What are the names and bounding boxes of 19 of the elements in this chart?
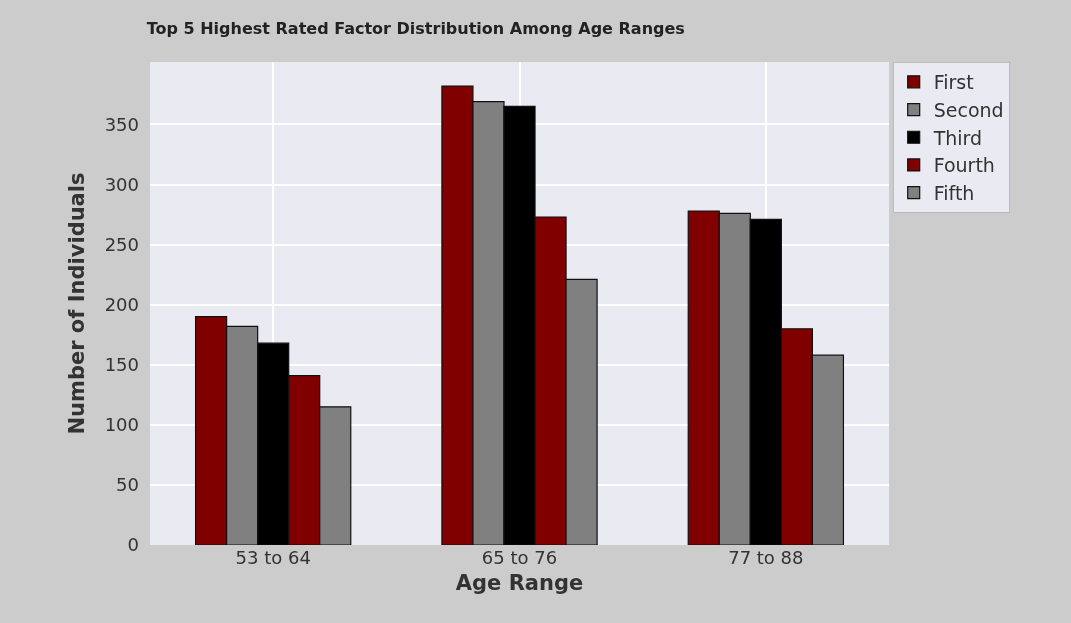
x-tick-label: 53 to 64	[235, 547, 311, 568]
y-tick-label: 200	[104, 294, 139, 315]
y-tick-label: 350	[104, 113, 139, 135]
chart-title: Top 5 Highest Rated Factor Distribution Among Age Ranges	[146, 18, 685, 38]
x-tick-label: 77 to 88	[728, 547, 804, 568]
y-tick-label: 250	[104, 233, 139, 255]
legend-label: Third	[932, 126, 983, 149]
legend-label: First	[933, 71, 974, 94]
legend-label: Fourth	[933, 154, 995, 177]
legend-label: Second	[933, 98, 1004, 121]
y-axis-title: Number of Individuals	[64, 172, 89, 435]
y-tick-label: 300	[104, 173, 139, 195]
y-tick-label: 0	[127, 534, 139, 556]
y-tick-label: 50	[116, 474, 139, 496]
x-tick-label: 65 to 76	[481, 547, 558, 568]
legend-label: Fifth	[933, 182, 975, 205]
y-tick-label: 100	[104, 414, 139, 436]
x-axis-title: Age Range	[455, 571, 584, 596]
y-tick-label: 150	[104, 354, 139, 376]
